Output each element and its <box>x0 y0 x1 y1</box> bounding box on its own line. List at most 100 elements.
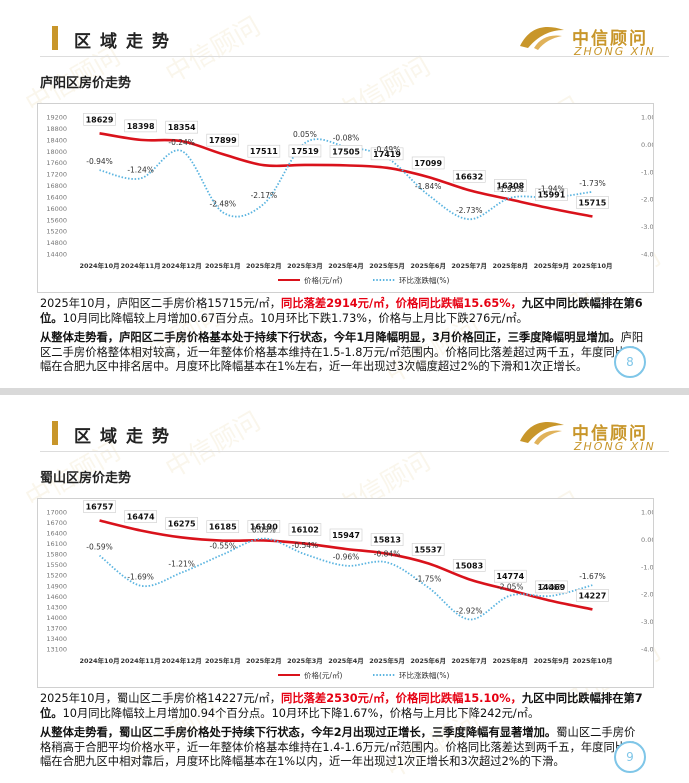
y2-tick-label: -2.00% <box>641 196 653 204</box>
y-tick-label: 19200 <box>46 114 67 122</box>
data-label: -1.84% <box>415 182 442 191</box>
y2-tick-label: -1.00% <box>641 563 653 571</box>
x-tick-label: 2025年9月 <box>534 656 570 665</box>
data-label: -1.73% <box>579 179 606 188</box>
x-tick-label: 2025年6月 <box>410 656 446 665</box>
data-label: 0.05% <box>293 130 317 139</box>
text-run: 蜀山区二手房价格稍高于合肥平均价格水平，近一年整体价格基本维持在1.4-1.6万… <box>40 726 638 768</box>
data-label: -0.08% <box>333 134 360 143</box>
data-label: 16275 <box>168 519 196 528</box>
chart-box: 19200 18800 18400 18000 17600 17200 16800 16400… <box>37 103 664 293</box>
y-tick-label: 17200 <box>46 171 67 179</box>
x-tick-label: 2024年10月 <box>79 656 119 665</box>
y-tick-label: 16000 <box>46 205 67 213</box>
y-tick-label: 15200 <box>46 228 67 236</box>
data-label-box <box>452 169 486 183</box>
header-bar <box>52 421 58 445</box>
x-tick-label: 2025年5月 <box>369 261 405 270</box>
y2-tick-label: 0.00% <box>641 141 653 149</box>
y-tick-label: 16800 <box>46 182 67 190</box>
data-label: 15083 <box>455 561 483 570</box>
data-label-box <box>411 156 445 170</box>
data-label-box <box>83 112 116 126</box>
y2-tick-label: -4.00% <box>641 646 653 654</box>
data-label: 14227 <box>579 591 607 600</box>
data-label: -0.59% <box>86 543 113 552</box>
data-label-box <box>206 520 240 533</box>
data-label: -2.48% <box>209 199 236 208</box>
data-label-box <box>535 188 568 201</box>
text-run: 2025年10月，蜀山区二手房价格14227元/㎡， <box>40 692 282 705</box>
x-tick-label: 2025年4月 <box>328 656 364 665</box>
y-tick-label: 15500 <box>46 561 67 569</box>
data-label: -1.94% <box>538 185 565 194</box>
y2-tick-label: -3.00% <box>641 223 653 231</box>
data-label: 15715 <box>579 198 607 207</box>
y-tick-label: 14300 <box>46 603 67 611</box>
data-label-box <box>288 523 322 536</box>
slide: 中信顾问中信顾问中信顾问中信顾问中信顾问中信顾问中信顾问中信顾问中信顾问中信顾问… <box>0 395 689 783</box>
text-run: 庐阳区二手房价格整体相对较高，近一年整体价格基本维持在1.5-1.8万元/㎡范围… <box>40 331 644 373</box>
text-run: 从整体走势看，庐阳区二手房价格基本处于持续下行状态，今年1月降幅明显，3月价格回… <box>40 331 621 344</box>
y2-tick-label: 1.00% <box>641 114 653 122</box>
x-tick-label: 2025年7月 <box>451 261 487 270</box>
data-label-box <box>124 510 157 523</box>
x-tick-label: 2024年11月 <box>121 656 161 665</box>
chart-box: 17000 16700 16400 16100 15800 15500 15200 14900… <box>37 498 664 688</box>
page-number: 9 <box>614 741 646 773</box>
data-label: -2.92% <box>456 606 483 615</box>
y-tick-label: 17600 <box>46 159 67 167</box>
page-number: 8 <box>614 346 646 378</box>
header-rule <box>40 56 669 57</box>
data-label: 17419 <box>373 150 401 159</box>
x-tick-label: 2025年6月 <box>410 261 446 270</box>
text-run: 九区中同比跌幅排在第6位。 <box>40 297 643 325</box>
y-tick-label: 14600 <box>46 593 67 601</box>
series-line <box>99 132 593 218</box>
slide: 中信顾问中信顾问中信顾问中信顾问中信顾问中信顾问中信顾问中信顾问中信顾问中信顾问… <box>0 0 689 388</box>
data-label: 17519 <box>291 147 319 156</box>
data-label-box <box>535 580 568 594</box>
legend-label: 环比涨跌幅(%) <box>399 670 450 680</box>
text-run: 九区中同比跌幅排在第7位。 <box>40 692 643 720</box>
data-label: -1.24% <box>127 165 154 174</box>
data-label-box <box>370 147 404 161</box>
x-tick-label: 2025年8月 <box>492 656 528 665</box>
data-label: -2.17% <box>251 191 278 200</box>
y-tick-label: 17000 <box>46 509 67 517</box>
data-label-box <box>329 145 363 158</box>
paragraphs: 2025年10月，庐阳区二手房价格15715元/㎡，同比落差2914元/㎡，价格… <box>40 297 644 380</box>
data-label: 14469 <box>537 583 565 592</box>
series-line <box>98 537 593 621</box>
data-label-box <box>494 569 527 583</box>
y-tick-label: 16400 <box>46 193 67 201</box>
y2-tick-label: -3.00% <box>641 618 653 626</box>
legend-label: 环比涨跌幅(%) <box>399 275 450 285</box>
text-run: 2025年10月，庐阳区二手房价格15715元/㎡， <box>40 297 282 310</box>
data-label: -0.49% <box>374 145 401 154</box>
data-label-box <box>165 517 198 530</box>
data-label: -0.84% <box>374 549 401 558</box>
data-label: -0.96% <box>333 553 360 562</box>
data-label: 16632 <box>455 172 483 181</box>
data-label: -0.55% <box>209 541 236 550</box>
data-label: 17511 <box>250 147 278 156</box>
y-tick-label: 13400 <box>46 635 67 643</box>
data-label: -2.06% <box>538 583 565 592</box>
data-label: 16474 <box>127 512 155 521</box>
x-tick-label: 2025年1月 <box>205 656 241 665</box>
x-tick-label: 2024年12月 <box>162 261 202 270</box>
data-label: -0.94% <box>86 157 113 166</box>
x-tick-label: 2025年10月 <box>572 656 612 665</box>
paragraphs: 2025年10月，蜀山区二手房价格14227元/㎡，同比落差2530元/㎡，价格… <box>40 692 644 775</box>
legend-label: 价格(元/㎡) <box>304 275 342 285</box>
y-tick-label: 14400 <box>46 251 67 259</box>
data-label-box <box>288 144 322 158</box>
data-label: -1.95% <box>497 185 524 194</box>
data-label-box <box>576 196 609 209</box>
data-label: 16190 <box>250 522 278 531</box>
y-tick-label: 16700 <box>46 519 67 527</box>
data-label: 15537 <box>414 545 442 554</box>
x-tick-label: 2025年8月 <box>492 261 528 270</box>
